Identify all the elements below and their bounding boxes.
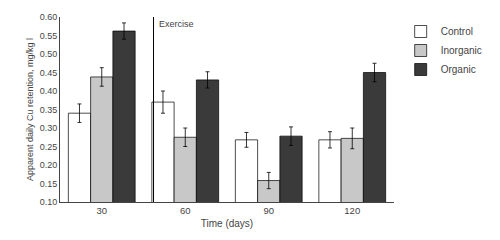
svg-text:0.60: 0.60 (40, 12, 58, 22)
svg-text:0.10: 0.10 (40, 197, 58, 207)
svg-text:Inorganic: Inorganic (441, 45, 482, 56)
svg-text:Apparent daily Cu retention, m: Apparent daily Cu retention, mg/kg l (25, 38, 35, 181)
svg-text:Control: Control (441, 26, 473, 37)
svg-text:120: 120 (344, 205, 360, 216)
svg-text:Organic: Organic (441, 64, 476, 75)
svg-text:0.25: 0.25 (40, 142, 58, 152)
svg-text:60: 60 (180, 205, 191, 216)
svg-text:0.45: 0.45 (40, 68, 58, 78)
svg-text:0.35: 0.35 (40, 105, 58, 115)
svg-text:0.30: 0.30 (40, 123, 58, 133)
svg-text:0.15: 0.15 (40, 179, 58, 189)
svg-text:Exercise: Exercise (159, 19, 194, 29)
svg-text:0.40: 0.40 (40, 86, 58, 96)
svg-text:0.55: 0.55 (40, 31, 58, 41)
svg-text:30: 30 (96, 205, 107, 216)
svg-text:Time (days): Time (days) (201, 218, 253, 229)
svg-text:90: 90 (263, 205, 274, 216)
svg-text:0.20: 0.20 (40, 160, 58, 170)
svg-text:0.50: 0.50 (40, 49, 58, 59)
